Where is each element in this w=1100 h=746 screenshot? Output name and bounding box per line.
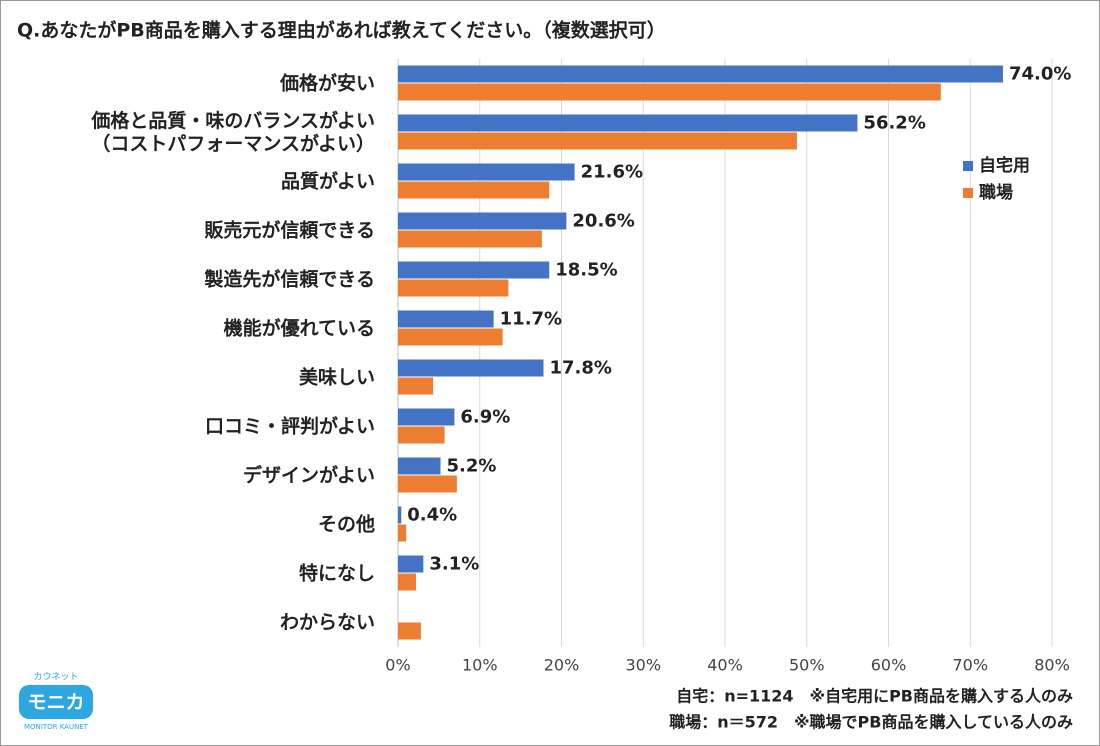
bar xyxy=(398,622,421,640)
y-tick-label: 価格が安い xyxy=(279,72,375,94)
bar xyxy=(398,328,503,346)
y-tick-label: 美味しい xyxy=(298,366,375,388)
bar xyxy=(398,359,544,377)
bar xyxy=(398,163,575,181)
data-label: 21.6% xyxy=(581,162,643,183)
bar xyxy=(398,132,797,150)
bar xyxy=(398,279,509,297)
bar xyxy=(398,65,1003,83)
bar xyxy=(398,83,941,101)
note: 自宅：n=1124 ※自宅用にPB商品を購入する人のみ xyxy=(676,687,1073,706)
bar xyxy=(398,230,542,248)
y-tick-label: 製造先が信頼できる xyxy=(204,268,375,290)
data-label: 5.2% xyxy=(447,456,497,477)
bar xyxy=(398,261,550,279)
x-tick-label: 40% xyxy=(707,656,743,675)
data-label: 20.6% xyxy=(572,211,634,232)
bar xyxy=(398,377,434,395)
bar xyxy=(398,475,457,493)
data-label: 17.8% xyxy=(550,358,612,379)
legend-label: 職場 xyxy=(979,182,1013,203)
y-tick-label: 販売元が信頼できる xyxy=(204,219,375,241)
legend-swatch xyxy=(963,161,973,171)
bar xyxy=(398,181,550,199)
y-tick-label: わからない xyxy=(279,611,375,633)
legend-label: 自宅用 xyxy=(979,155,1030,176)
data-label: 6.9% xyxy=(460,407,510,428)
logo-sub: MONITOR KAUNET xyxy=(24,723,89,731)
x-tick-label: 10% xyxy=(462,656,498,675)
bar xyxy=(398,212,567,230)
x-tick-label: 30% xyxy=(625,656,661,675)
data-label: 11.7% xyxy=(500,309,562,330)
y-tick-label: デザインがよい xyxy=(242,464,375,486)
x-tick-label: 80% xyxy=(1034,656,1070,675)
data-label: 74.0% xyxy=(1009,64,1071,85)
bar xyxy=(398,457,441,475)
logo-name: モニカ xyxy=(27,692,84,714)
y-tick-label: 価格と品質・味のバランスがよい （コストパフォーマンスがよい） xyxy=(91,109,375,155)
data-label: 18.5% xyxy=(555,260,617,281)
bar xyxy=(398,506,402,524)
chart-title: Q.あなたがPB商品を購入する理由があれば教えてください。（複数選択可） xyxy=(17,19,666,42)
bar xyxy=(398,573,416,591)
bar xyxy=(398,426,445,444)
data-label: 0.4% xyxy=(407,505,457,526)
note: 職場：n＝572 ※職場でPB商品を購入している人のみ xyxy=(669,713,1073,732)
logo-kana: カウネット xyxy=(33,672,78,683)
data-label: 56.2% xyxy=(863,113,925,134)
bar xyxy=(398,524,407,542)
bar xyxy=(398,310,494,328)
x-tick-label: 50% xyxy=(789,656,825,675)
data-label: 3.1% xyxy=(429,554,479,575)
y-tick-label: 口コミ・評判がよい xyxy=(204,415,375,437)
x-tick-label: 70% xyxy=(952,656,988,675)
y-tick-label: 品質がよい xyxy=(280,170,375,192)
bar xyxy=(398,555,424,573)
bar xyxy=(398,114,858,132)
y-tick-label: 機能が優れている xyxy=(223,317,375,339)
bar xyxy=(398,408,455,426)
legend-swatch xyxy=(963,188,973,198)
y-tick-label: その他 xyxy=(317,513,375,535)
y-tick-label: 特になし xyxy=(298,562,375,584)
x-tick-label: 20% xyxy=(544,656,580,675)
x-tick-label: 60% xyxy=(871,656,907,675)
logo-bg xyxy=(19,685,93,719)
x-tick-label: 0% xyxy=(385,656,410,675)
